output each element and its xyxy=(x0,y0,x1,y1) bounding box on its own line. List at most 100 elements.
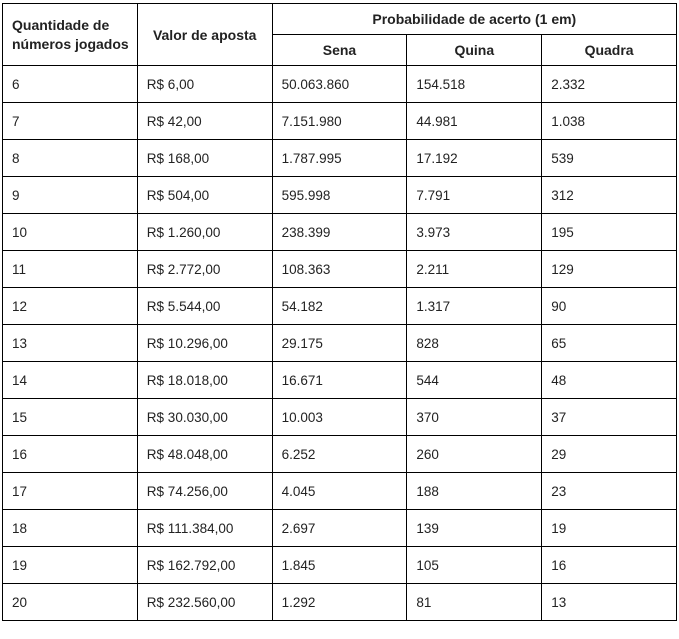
cell-quantidade: 6 xyxy=(2,65,138,103)
cell-sena: 108.363 xyxy=(271,250,408,288)
table-row: 14 R$ 18.018,00 16.671 544 48 xyxy=(2,361,677,399)
cell-sena: 595.998 xyxy=(271,176,408,214)
cell-quina: 188 xyxy=(406,472,543,510)
cell-valor-aposta: R$ 18.018,00 xyxy=(136,361,273,399)
cell-quina: 139 xyxy=(406,509,543,547)
cell-quina: 17.192 xyxy=(406,139,543,177)
cell-quadra: 48 xyxy=(541,361,677,399)
cell-sena: 29.175 xyxy=(271,324,408,362)
header-row-group: Quantidade de números jogados Valor de a… xyxy=(2,3,678,66)
cell-valor-aposta: R$ 10.296,00 xyxy=(136,324,273,362)
cell-quina: 828 xyxy=(406,324,543,362)
header-valor-aposta: Valor de aposta xyxy=(136,3,273,66)
cell-quantidade: 18 xyxy=(2,509,138,547)
header-row-sub: Sena Quina Quadra xyxy=(3,34,677,66)
table-row: 9 R$ 504,00 595.998 7.791 312 xyxy=(2,176,677,214)
cell-valor-aposta: R$ 162.792,00 xyxy=(136,546,273,584)
cell-valor-aposta: R$ 5.544,00 xyxy=(136,287,273,325)
cell-quina: 260 xyxy=(406,435,543,473)
cell-quina: 3.973 xyxy=(406,213,543,251)
cell-valor-aposta: R$ 1.260,00 xyxy=(136,213,273,251)
cell-sena: 2.697 xyxy=(271,509,408,547)
cell-valor-aposta: R$ 111.384,00 xyxy=(136,509,273,547)
cell-quadra: 16 xyxy=(541,546,677,584)
cell-quadra: 90 xyxy=(541,287,677,325)
cell-valor-aposta: R$ 42,00 xyxy=(136,102,273,140)
table-row: 7 R$ 42,00 7.151.980 44.981 1.038 xyxy=(2,102,677,140)
cell-sena: 238.399 xyxy=(271,213,408,251)
table-row: 12 R$ 5.544,00 54.182 1.317 90 xyxy=(2,287,677,325)
cell-sena: 16.671 xyxy=(271,361,408,399)
table-row: 15 R$ 30.030,00 10.003 370 37 xyxy=(2,398,677,436)
cell-quina: 1.317 xyxy=(406,287,543,325)
cell-quadra: 19 xyxy=(541,509,677,547)
table-row: 16 R$ 48.048,00 6.252 260 29 xyxy=(2,435,677,473)
cell-quina: 105 xyxy=(406,546,543,584)
cell-quina: 44.981 xyxy=(406,102,543,140)
cell-sena: 6.252 xyxy=(271,435,408,473)
cell-quadra: 129 xyxy=(541,250,677,288)
header-probabilidade-group: Probabilidade de acerto (1 em) xyxy=(271,3,678,35)
cell-quina: 544 xyxy=(406,361,543,399)
cell-quantidade: 12 xyxy=(2,287,138,325)
cell-quina: 154.518 xyxy=(406,65,543,103)
cell-valor-aposta: R$ 6,00 xyxy=(136,65,273,103)
cell-quadra: 312 xyxy=(541,176,677,214)
table-row: 10 R$ 1.260,00 238.399 3.973 195 xyxy=(2,213,677,251)
probability-table: Quantidade de números jogados Valor de a… xyxy=(2,3,678,621)
cell-sena: 10.003 xyxy=(271,398,408,436)
cell-quina: 370 xyxy=(406,398,543,436)
cell-quadra: 2.332 xyxy=(541,65,677,103)
cell-quantidade: 11 xyxy=(2,250,138,288)
table-row: 18 R$ 111.384,00 2.697 139 19 xyxy=(2,509,677,547)
table-header: Quantidade de números jogados Valor de a… xyxy=(2,3,678,66)
table-body: 6 R$ 6,00 50.063.860 154.518 2.332 7 R$ … xyxy=(2,65,677,621)
header-quadra: Quadra xyxy=(541,34,677,66)
cell-quina: 81 xyxy=(406,583,543,621)
cell-quina: 7.791 xyxy=(406,176,543,214)
cell-sena: 4.045 xyxy=(271,472,408,510)
table-row: 8 R$ 168,00 1.787.995 17.192 539 xyxy=(2,139,677,177)
cell-quadra: 37 xyxy=(541,398,677,436)
cell-valor-aposta: R$ 232.560,00 xyxy=(136,583,273,621)
cell-valor-aposta: R$ 30.030,00 xyxy=(136,398,273,436)
cell-quantidade: 17 xyxy=(2,472,138,510)
header-sena: Sena xyxy=(271,34,408,66)
cell-sena: 50.063.860 xyxy=(271,65,408,103)
table-row: 11 R$ 2.772,00 108.363 2.211 129 xyxy=(2,250,677,288)
cell-sena: 54.182 xyxy=(271,287,408,325)
table-row: 17 R$ 74.256,00 4.045 188 23 xyxy=(2,472,677,510)
cell-quantidade: 20 xyxy=(2,583,138,621)
cell-quadra: 29 xyxy=(541,435,677,473)
cell-sena: 1.787.995 xyxy=(271,139,408,177)
cell-valor-aposta: R$ 168,00 xyxy=(136,139,273,177)
cell-valor-aposta: R$ 504,00 xyxy=(136,176,273,214)
cell-quantidade: 10 xyxy=(2,213,138,251)
cell-quantidade: 15 xyxy=(2,398,138,436)
cell-quadra: 195 xyxy=(541,213,677,251)
cell-quadra: 539 xyxy=(541,139,677,177)
cell-quantidade: 13 xyxy=(2,324,138,362)
cell-quadra: 23 xyxy=(541,472,677,510)
cell-valor-aposta: R$ 2.772,00 xyxy=(136,250,273,288)
table-row: 6 R$ 6,00 50.063.860 154.518 2.332 xyxy=(2,65,677,103)
cell-valor-aposta: R$ 74.256,00 xyxy=(136,472,273,510)
table-row: 19 R$ 162.792,00 1.845 105 16 xyxy=(2,546,677,584)
header-quantidade: Quantidade de números jogados xyxy=(2,3,138,66)
cell-quina: 2.211 xyxy=(406,250,543,288)
cell-quantidade: 8 xyxy=(2,139,138,177)
cell-sena: 1.292 xyxy=(271,583,408,621)
cell-quadra: 13 xyxy=(541,583,677,621)
cell-quadra: 1.038 xyxy=(541,102,677,140)
cell-quantidade: 19 xyxy=(2,546,138,584)
cell-quantidade: 7 xyxy=(2,102,138,140)
cell-quantidade: 9 xyxy=(2,176,138,214)
cell-sena: 7.151.980 xyxy=(271,102,408,140)
table-row: 20 R$ 232.560,00 1.292 81 13 xyxy=(2,583,677,621)
cell-sena: 1.845 xyxy=(271,546,408,584)
cell-valor-aposta: R$ 48.048,00 xyxy=(136,435,273,473)
cell-quantidade: 14 xyxy=(2,361,138,399)
header-quina: Quina xyxy=(406,34,543,66)
cell-quadra: 65 xyxy=(541,324,677,362)
